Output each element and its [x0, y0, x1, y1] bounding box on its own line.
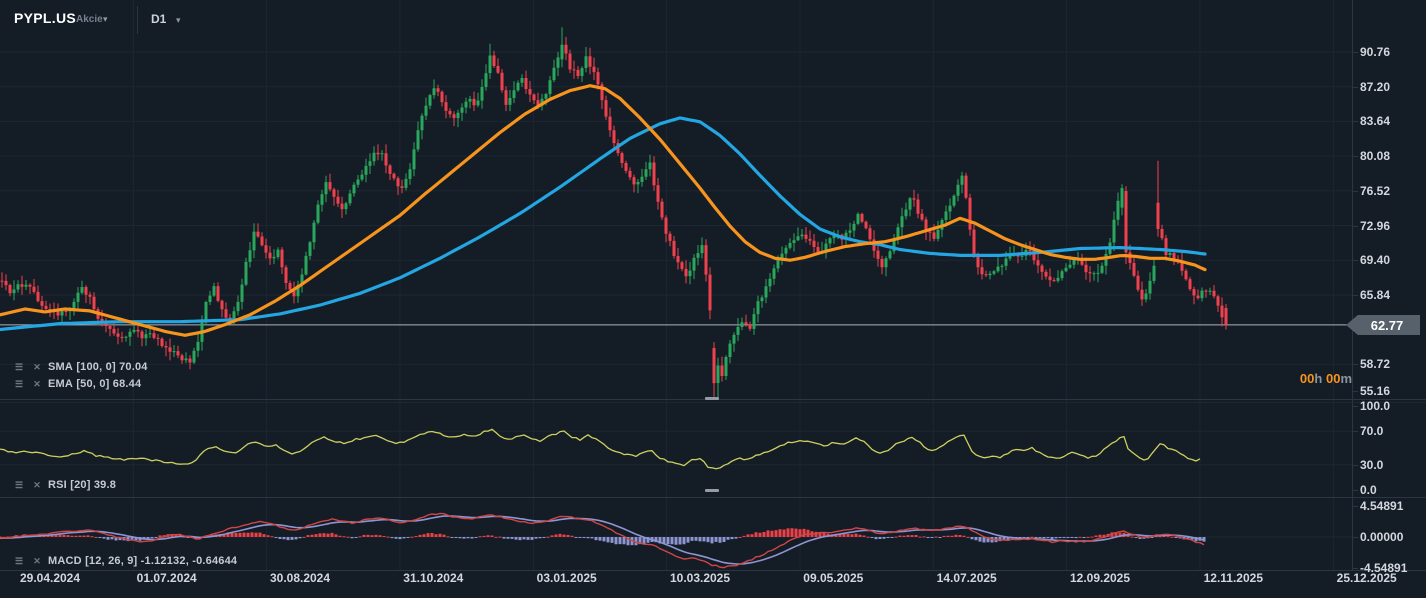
axis-tick: [1352, 121, 1358, 123]
rsi-axis-label: 70.0: [1360, 424, 1384, 439]
legend-sma: ☰ ✕ SMA [100, 0] 70.04: [12, 361, 148, 373]
rsi-axis-label: 30.0: [1360, 457, 1384, 472]
macd-axis-label: -4.54891: [1360, 561, 1408, 575]
axis-tick: [1352, 431, 1358, 433]
axis-tick: [1352, 156, 1358, 158]
session-break-mark: [705, 489, 719, 492]
header-divider: [137, 6, 138, 34]
chart-header: PYPL.US Akcie ▾ D1 ▾: [0, 0, 1426, 42]
axis-tick: [1352, 537, 1358, 538]
price-axis-label: 76.52: [1360, 183, 1391, 198]
axis-tick: [1352, 190, 1358, 192]
axis-tick: [1352, 86, 1358, 88]
axis-tick: [1352, 464, 1358, 466]
macd-axis-label: 4.54891: [1360, 498, 1404, 513]
rsi-label: RSI [20] 39.8: [48, 479, 117, 491]
price-axis-label: 69.40: [1360, 253, 1391, 268]
macd-axis-label: 0.00000: [1360, 530, 1404, 544]
axis-tick: [1352, 490, 1358, 491]
macd-value: -1.12132, -0.64644: [140, 555, 238, 567]
date-axis-label: 29.04.2024: [19, 571, 81, 585]
axis-tick: [1352, 568, 1358, 569]
macd-histogram-positive: [0, 528, 1174, 538]
candlestick-series[interactable]: [0, 27, 1228, 398]
axis-tick: [1352, 225, 1358, 227]
price-axis-label: 55.16: [1360, 384, 1391, 398]
axis-tick: [1352, 391, 1358, 392]
date-axis-label: 10.03.2025: [669, 571, 731, 585]
macd-settings-icon[interactable]: ☰: [14, 555, 24, 566]
symbol-market-type: Akcie: [76, 14, 103, 25]
ema-label: EMA [50, 0] 68.44: [48, 378, 142, 390]
rsi-axis-label: 0.0: [1360, 483, 1377, 497]
price-axis-label: 65.84: [1360, 287, 1391, 302]
timeframe-selector[interactable]: D1: [151, 12, 167, 26]
ema-remove-icon[interactable]: ✕: [33, 378, 41, 389]
symbol-dropdown-caret-icon[interactable]: ▾: [103, 14, 108, 24]
rsi-settings-icon[interactable]: ☰: [14, 479, 24, 490]
ema-line: [0, 84, 1207, 337]
date-axis-label: 14.07.2025: [936, 571, 997, 585]
macd-series: [0, 512, 1206, 569]
price-axis-label: 58.72: [1360, 357, 1391, 372]
axis-tick: [1352, 52, 1358, 53]
session-countdown: 00h 00m: [1299, 371, 1352, 386]
macd-label: MACD [12, 26, 9] -1.12132, -0.64644: [48, 555, 238, 567]
date-axis-label: 09.05.2025: [803, 571, 864, 585]
axis-tick: [1352, 406, 1358, 407]
ema-value: 68.44: [112, 378, 142, 390]
axis-tick: [1352, 294, 1358, 296]
legend-ema: ☰ ✕ EMA [50, 0] 68.44: [12, 378, 141, 390]
rsi-axis-label: 100.0: [1360, 399, 1391, 413]
price-axis-label: 72.96: [1360, 218, 1391, 233]
date-axis-label: 30.08.2024: [269, 571, 331, 585]
date-axis-label: 12.09.2025: [1069, 571, 1131, 585]
price-axis-label: 83.64: [1360, 114, 1391, 129]
rsi-line: [0, 428, 1201, 470]
rsi-value: 39.8: [93, 479, 117, 491]
macd-histogram-negative: [98, 537, 1206, 546]
sma-label: SMA [100, 0] 70.04: [48, 361, 148, 373]
axis-tick: [1352, 505, 1358, 507]
rsi-remove-icon[interactable]: ✕: [33, 479, 41, 490]
sma-settings-icon[interactable]: ☰: [14, 361, 24, 372]
ema-settings-icon[interactable]: ☰: [14, 378, 24, 389]
legend-rsi: ☰ ✕ RSI [20] 39.8: [12, 479, 116, 491]
date-axis-label: 12.11.2025: [1203, 571, 1263, 585]
legend-macd: ☰ ✕ MACD [12, 26, 9] -1.12132, -0.64644: [12, 555, 237, 567]
price-axis-label: 90.76: [1360, 45, 1391, 59]
macd-line: [0, 512, 1205, 569]
last-price-tag: 62.77: [1346, 315, 1420, 335]
session-break-mark: [705, 397, 719, 400]
axis-tick: [1352, 260, 1358, 262]
symbol-name[interactable]: PYPL.US: [14, 10, 77, 26]
price-axis-label: 87.20: [1360, 79, 1391, 94]
sma-value: 70.04: [119, 361, 148, 373]
axis-tick: [1352, 364, 1358, 366]
macd-signal-line: [0, 515, 1205, 565]
sma-remove-icon[interactable]: ✕: [33, 361, 41, 372]
sma-line: [0, 116, 1207, 332]
date-axis-label: 03.01.2025: [536, 571, 597, 585]
date-axis-label: 01.07.2024: [136, 571, 197, 585]
date-axis-label: 25.12.2025: [1336, 571, 1397, 585]
price-axis-label: 80.08: [1360, 149, 1391, 164]
date-axis-label: 31.10.2024: [403, 571, 464, 585]
timeframe-dropdown-caret-icon[interactable]: ▾: [176, 15, 181, 25]
macd-remove-icon[interactable]: ✕: [33, 555, 41, 566]
